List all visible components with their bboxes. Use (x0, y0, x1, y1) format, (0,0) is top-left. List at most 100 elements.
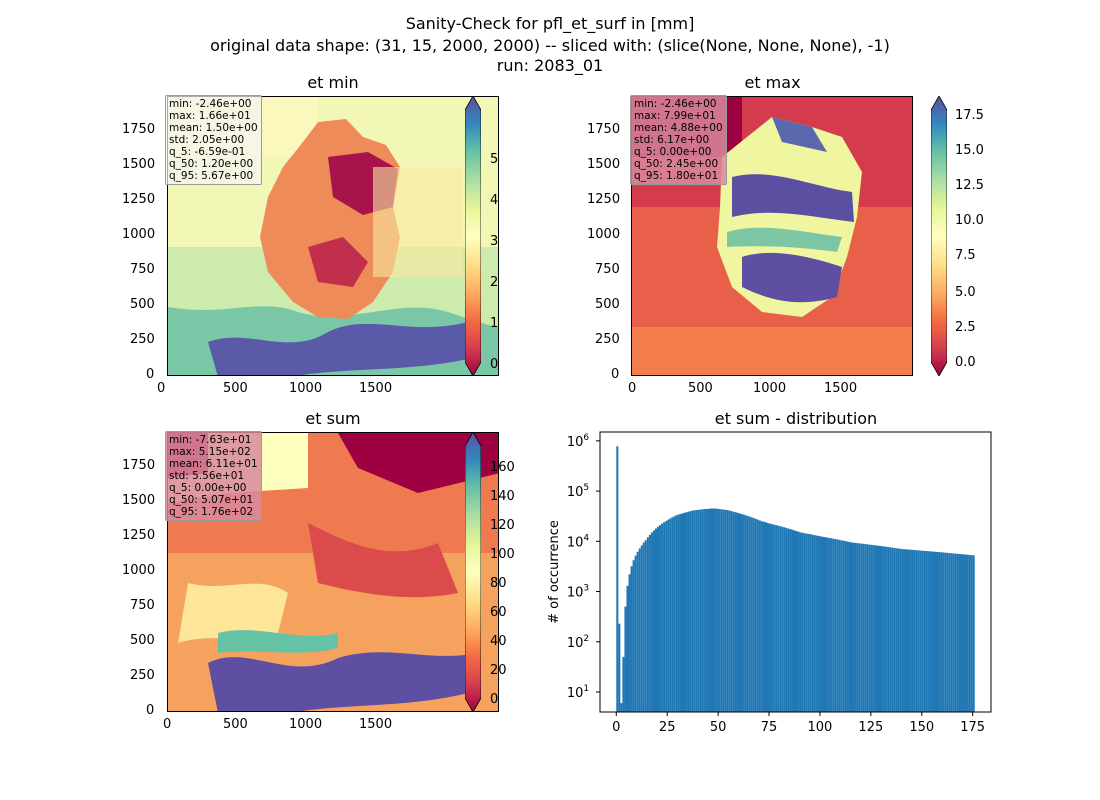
histogram-bar (689, 511, 692, 712)
histogram-ytick-label: 104 (567, 533, 590, 550)
et-sum-cbar-tick: 20 (490, 663, 507, 678)
et-min-xtick: 500 (223, 381, 248, 396)
histogram-bar (659, 525, 662, 712)
figure-title-line-1: Sanity-Check for pfl_et_surf in [mm] (405, 14, 695, 33)
et-sum-stat: q_5: 0.00e+00 (169, 482, 247, 494)
et-min-ytick: 0 (146, 367, 155, 382)
histogram-ylabel: # of occurrence (547, 520, 562, 624)
histogram-bar (809, 534, 812, 712)
et-min-cbar-tick: 4 (490, 193, 499, 208)
et-max-ytick: 250 (595, 332, 620, 347)
histogram-ytick-label: 105 (567, 483, 589, 500)
histogram-bar (842, 540, 845, 712)
histogram-bar (821, 536, 825, 712)
histogram-bar (661, 523, 664, 712)
histogram-bar (773, 524, 776, 712)
et-min-cbar-tick: 5 (490, 152, 499, 167)
et-min-xtick: 1500 (359, 381, 393, 396)
histogram-bar (876, 545, 879, 712)
histogram-bar (921, 550, 924, 712)
et-min-ytick: 1500 (122, 157, 156, 172)
histogram-bar (807, 533, 810, 712)
histogram-bar (622, 656, 625, 712)
histogram-bar (856, 543, 859, 712)
et-min-stat: q_5: -6.59e-01 (169, 146, 246, 158)
histogram-ytick-label: 101 (567, 684, 589, 701)
histogram-bar (905, 549, 908, 712)
et-max-ytick: 1250 (587, 192, 621, 207)
et-min-stat: std: 2.05e+00 (169, 134, 245, 146)
histogram-bar (958, 553, 961, 712)
histogram-bar (716, 508, 719, 712)
histogram-bar (616, 446, 619, 712)
histogram-bar (707, 508, 710, 712)
et-sum-xtick: 500 (223, 717, 248, 732)
histogram-bar (779, 526, 782, 712)
histogram-bar (838, 539, 841, 712)
histogram-bar (913, 550, 916, 712)
histogram-bar (740, 513, 743, 712)
et-sum-ytick: 500 (130, 633, 155, 648)
histogram-bar (946, 552, 949, 712)
histogram-bar (697, 509, 700, 712)
histogram-bar (840, 540, 843, 712)
histogram-ytick-label: 102 (567, 634, 589, 651)
histogram-bar (878, 545, 882, 712)
et-min-ytick: 750 (130, 262, 155, 277)
histogram-bar (652, 530, 655, 712)
figure-title-line-2: original data shape: (31, 15, 2000, 2000… (210, 36, 890, 55)
et-sum-stats-box: min: -7.63e+01 max: 5.15e+02 mean: 6.11e… (165, 431, 262, 521)
et-sum-ytick: 1250 (122, 528, 156, 543)
et-max-ytick: 1500 (587, 157, 621, 172)
et-max-stat: min: -2.46e+00 (634, 98, 717, 110)
histogram-bar (718, 508, 721, 712)
histogram-bar (787, 528, 790, 712)
histogram-bar (730, 511, 733, 712)
et-sum-cbar-tick: 160 (490, 460, 515, 475)
histogram-bar (634, 555, 637, 712)
et-max-colorbar (931, 96, 947, 376)
et-min-colorbar (465, 96, 481, 376)
et-max-ytick: 1750 (587, 122, 621, 137)
histogram-bar (797, 531, 800, 712)
histogram-bar (760, 521, 763, 712)
histogram-bar (883, 546, 886, 712)
histogram-bar (695, 510, 698, 712)
histogram-bar (915, 550, 918, 712)
histogram-bar (677, 514, 680, 712)
histogram-bar (938, 552, 941, 712)
histogram-bar (744, 515, 747, 712)
histogram-bar (917, 550, 920, 712)
et-sum-stat: max: 5.15e+02 (169, 446, 251, 458)
histogram-bar (781, 526, 784, 712)
et-min-cbar-tick: 0 (490, 357, 499, 372)
histogram-bar (712, 508, 715, 712)
histogram-bar (828, 537, 831, 712)
histogram-bar (819, 536, 822, 712)
histogram-bar (657, 526, 660, 712)
histogram-bar (858, 543, 861, 712)
histogram-bar (699, 509, 702, 712)
et-sum-stat: q_50: 5.07e+01 (169, 494, 254, 506)
et-sum-cbar-tick: 60 (490, 605, 507, 620)
et-sum-stat: min: -7.63e+01 (169, 434, 252, 446)
histogram-bar (864, 544, 867, 712)
et-sum-cbar-tick: 140 (490, 489, 515, 504)
histogram-bar (777, 525, 780, 712)
histogram-bar (923, 550, 926, 712)
histogram-chart: 0 25 50 75 100 125 150 175 101 102 103 104 105 106 #… (547, 431, 992, 735)
histogram-bar (766, 523, 770, 712)
et-min-ytick: 1250 (122, 192, 156, 207)
histogram-bar (736, 512, 739, 712)
et-max-cbar-tick: 2.5 (955, 320, 976, 335)
histogram-bar (872, 545, 875, 712)
et-min-title: et min (307, 73, 359, 92)
histogram-bar (705, 508, 708, 712)
et-sum-ytick: 0 (146, 703, 155, 718)
histogram-bar (793, 530, 796, 712)
histogram-bar (866, 544, 869, 712)
histogram-bar (897, 548, 900, 712)
histogram-bar (885, 546, 888, 712)
histogram-bar (803, 533, 806, 712)
histogram-bar (899, 548, 902, 712)
